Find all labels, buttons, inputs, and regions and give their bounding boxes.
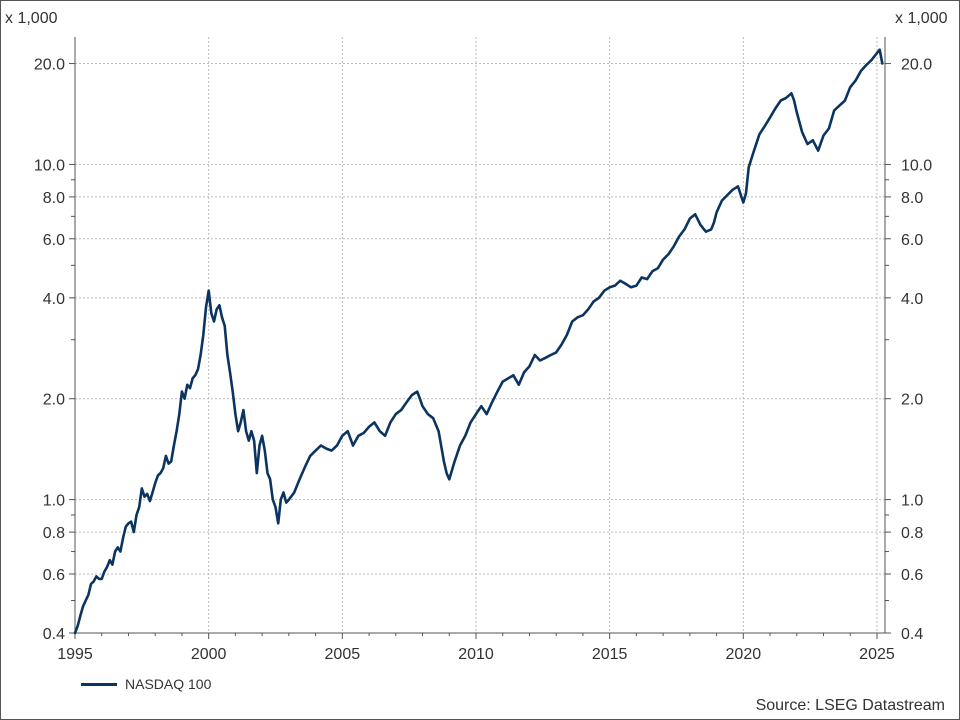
y-tick-label-left: 0.8 xyxy=(43,525,65,542)
y-tick-label-left: 20.0 xyxy=(34,57,65,74)
y-tick-label-left: 8.0 xyxy=(43,190,65,207)
y-tick-label-right: 0.6 xyxy=(901,567,923,584)
y-tick-label-right: 20.0 xyxy=(901,57,932,74)
x-tick-label: 2010 xyxy=(458,646,494,663)
y-tick-label-left: 1.0 xyxy=(43,493,65,510)
y-tick-label-right: 0.4 xyxy=(901,626,923,643)
y-tick-label-right: 10.0 xyxy=(901,157,932,174)
legend-label: NASDAQ 100 xyxy=(125,676,212,692)
y-tick-label-right: 4.0 xyxy=(901,291,923,308)
x-tick-label: 2000 xyxy=(191,646,227,663)
y-tick-label-left: 4.0 xyxy=(43,291,65,308)
y-tick-label-right: 6.0 xyxy=(901,232,923,249)
legend-swatch xyxy=(81,682,117,686)
source-note: Source: LSEG Datastream xyxy=(755,697,945,714)
y-tick-label-left: 6.0 xyxy=(43,232,65,249)
x-tick-label: 2020 xyxy=(726,646,762,663)
series-layer xyxy=(73,48,884,635)
y-tick-label-left: 10.0 xyxy=(34,157,65,174)
grid xyxy=(74,37,885,634)
y-tick-label-left: 0.6 xyxy=(43,567,65,584)
x-tick-label: 1995 xyxy=(57,646,93,663)
x-tick-label: 2025 xyxy=(859,646,895,663)
series-line-nasdaq-100 xyxy=(73,48,884,635)
y-tick-label-right: 0.8 xyxy=(901,525,923,542)
y-tick-label-left: 0.4 xyxy=(43,626,65,643)
y-tick-label-left: 2.0 xyxy=(43,392,65,409)
y-tick-label-right: 1.0 xyxy=(901,493,923,510)
x-tick-label: 2015 xyxy=(592,646,628,663)
y-unit-label-left: x 1,000 xyxy=(5,10,58,27)
tick-labels: 0.4 0.4 0.6 0.6 0.8 0.8 1.0 1.0 2.0 2.0 4.0 4.0 6.0 6… xyxy=(34,57,932,663)
axes xyxy=(69,37,891,639)
legend: NASDAQ 100 xyxy=(81,674,211,694)
y-unit-label-right: x 1,000 xyxy=(895,10,948,27)
y-tick-label-right: 8.0 xyxy=(901,190,923,207)
y-tick-label-right: 2.0 xyxy=(901,392,923,409)
x-tick-label: 2005 xyxy=(325,646,361,663)
